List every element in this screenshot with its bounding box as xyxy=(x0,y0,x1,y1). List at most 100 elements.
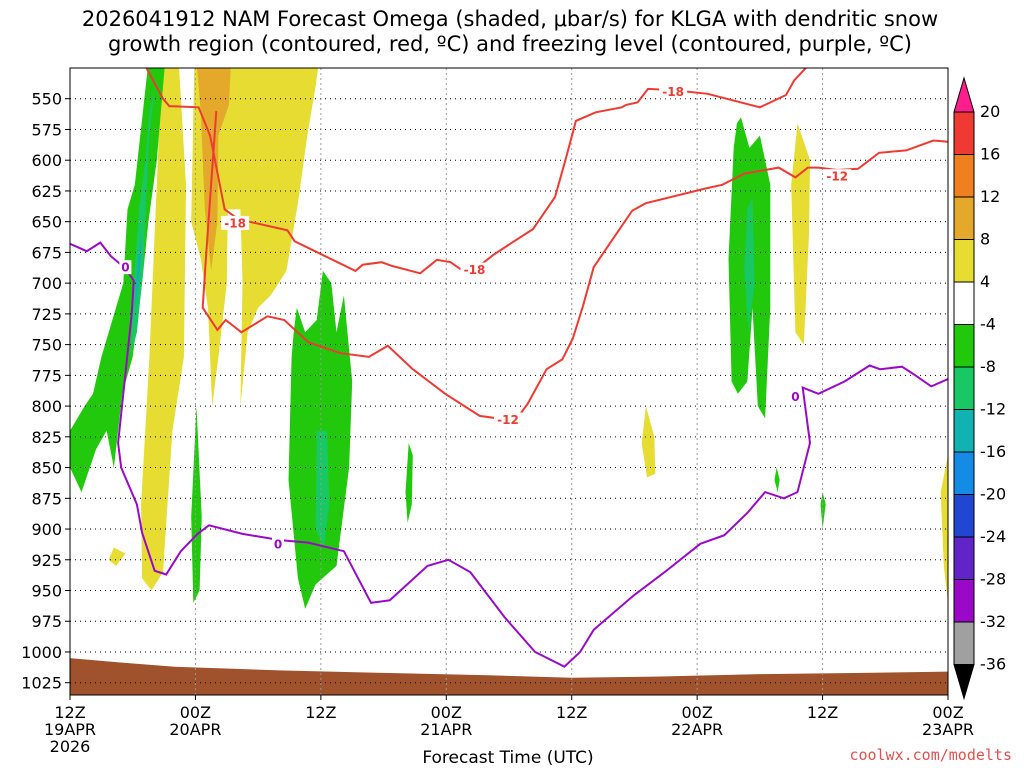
colorbar-label: -32 xyxy=(980,612,1006,631)
y-tick-label: 825 xyxy=(31,428,62,447)
colorbar-segment xyxy=(953,281,975,325)
colorbar-label: -24 xyxy=(980,527,1006,546)
contour-label: -12 xyxy=(497,413,519,427)
colorbar-segment xyxy=(953,579,975,623)
y-tick-label: 1025 xyxy=(21,674,62,693)
contour-label-bg xyxy=(789,389,802,404)
omega-upward-middle-core xyxy=(315,430,330,548)
x-tick-label: 12Z xyxy=(807,703,838,722)
contour-minus12 xyxy=(201,110,948,422)
omega-upward-small-1 xyxy=(405,443,413,523)
omega-downward-small-1 xyxy=(641,406,656,478)
colorbar-label: -20 xyxy=(980,485,1006,504)
y-tick-label: 850 xyxy=(31,459,62,478)
y-tick-label: 975 xyxy=(31,612,62,631)
omega-downward-small-2 xyxy=(791,123,810,345)
contour-label: 0 xyxy=(121,261,129,275)
y-tick-label: 775 xyxy=(31,366,62,385)
colorbar-label: 12 xyxy=(980,187,1000,206)
omega-moderate-downward xyxy=(197,68,231,271)
pressure-axis: 550 575 600 625 650 675 700 725 750 775 800 825 850 8… xyxy=(21,90,70,693)
terrain-ground xyxy=(70,658,948,695)
contour-label-bg xyxy=(119,260,132,275)
y-tick-label: 575 xyxy=(31,120,62,139)
y-tick-label: 750 xyxy=(31,336,62,355)
contour-label-bg xyxy=(659,84,688,99)
contour-label: -18 xyxy=(464,263,486,277)
omega-shaded-regions xyxy=(70,68,948,609)
y-tick-label: 800 xyxy=(31,397,62,416)
x-axis-label: Forecast Time (UTC) xyxy=(422,748,593,768)
credit-text: coolwx.com/modelts xyxy=(849,746,1012,764)
colorbar-segment xyxy=(953,621,975,665)
colorbar-label: 16 xyxy=(980,145,1000,164)
y-tick-label: 725 xyxy=(31,305,62,324)
y-tick-label: 950 xyxy=(31,582,62,601)
x-tick-label: 22APR xyxy=(671,720,723,739)
contour-labels: -18 -18 -18 -12 -12 0 0 0 xyxy=(119,84,852,551)
colorbar-label: -16 xyxy=(980,442,1006,461)
colorbar-top-arrow xyxy=(953,76,975,113)
y-tick-label: 550 xyxy=(31,90,62,109)
x-tick-label: 2026 xyxy=(50,737,91,756)
colorbar-label: -36 xyxy=(980,655,1006,674)
y-tick-label: 700 xyxy=(31,274,62,293)
colorbar-label: -28 xyxy=(980,570,1006,589)
omega-downward-left-blob xyxy=(108,547,126,566)
y-tick-label: 600 xyxy=(31,151,62,170)
omega-upward-stripe xyxy=(191,406,202,603)
y-tick-label: 900 xyxy=(31,520,62,539)
contour-label-bg xyxy=(221,215,250,230)
colorbar-segment xyxy=(953,451,975,495)
colorbar-segment xyxy=(953,494,975,538)
colorbar-label: 8 xyxy=(980,230,990,249)
contour-label: -12 xyxy=(826,170,848,184)
contour-label-bg xyxy=(460,262,489,277)
colorbar-segment xyxy=(953,196,975,240)
x-tick-label: 12Z xyxy=(54,703,85,722)
chart-title-line1: 2026041912 NAM Forecast Omega (shaded, μ… xyxy=(82,7,938,31)
y-tick-label: 925 xyxy=(31,551,62,570)
x-tick-label: 00Z xyxy=(932,703,963,722)
x-tick-label: 12Z xyxy=(305,703,336,722)
contour-label-bg xyxy=(493,412,522,427)
x-tick-label: 19APR xyxy=(44,720,96,739)
x-tick-label: 00Z xyxy=(681,703,712,722)
colorbar-label: 4 xyxy=(980,272,990,291)
plot-area: -18 -18 -18 -12 -12 0 0 0 xyxy=(69,67,949,696)
omega-upward-small-3 xyxy=(820,492,826,529)
omega-weak-upward-early xyxy=(70,68,165,493)
omega-upward-late-core xyxy=(744,197,755,333)
colorbar-label: -8 xyxy=(980,357,996,376)
colorbar-bottom-arrow xyxy=(953,664,975,701)
contour-label: 0 xyxy=(274,537,282,551)
plot-border xyxy=(69,67,949,696)
contour-label: -18 xyxy=(662,85,684,99)
colorbar-label: 20 xyxy=(980,102,1000,121)
colorbar-label: -4 xyxy=(980,315,996,334)
omega-downward-right-edge xyxy=(940,455,948,603)
x-tick-label: 23APR xyxy=(922,720,974,739)
x-tick-label: 12Z xyxy=(556,703,587,722)
contour-label-bg xyxy=(823,169,852,184)
y-tick-label: 875 xyxy=(31,489,62,508)
omega-weak-downward-mid xyxy=(191,68,319,407)
chart-title-line2: growth region (contoured, red, ºC) and f… xyxy=(108,32,912,56)
x-tick-label: 00Z xyxy=(431,703,462,722)
contour-label-bg xyxy=(272,536,285,551)
terrain-surface xyxy=(70,658,948,695)
colorbar-segment xyxy=(953,111,975,155)
y-tick-label: 675 xyxy=(31,243,62,262)
x-tick-label: 00Z xyxy=(180,703,211,722)
omega-weak-downward-early xyxy=(141,68,186,591)
colorbar-label: -12 xyxy=(980,400,1006,419)
colorbar-segment xyxy=(953,536,975,580)
x-tick-label: 20APR xyxy=(169,720,221,739)
freezing-level-contour xyxy=(70,241,948,668)
omega-upward-small-2 xyxy=(774,467,780,493)
contour-label: -18 xyxy=(224,216,246,230)
y-tick-label: 625 xyxy=(31,182,62,201)
colorbar-segment xyxy=(953,239,975,283)
